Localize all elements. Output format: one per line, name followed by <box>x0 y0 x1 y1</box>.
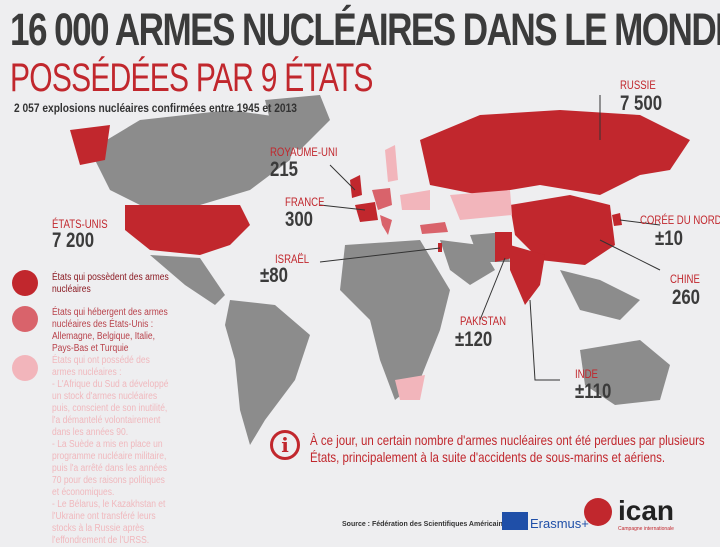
india <box>510 245 545 305</box>
source-note: Source : Fédération des Scientifiques Am… <box>342 521 525 528</box>
canada <box>90 110 300 205</box>
north-korea <box>612 213 622 226</box>
page-subtitle: POSSÉDÉES PAR 9 ÉTATS <box>10 56 373 100</box>
label-north-korea: CORÉE DU NORD <box>640 213 720 227</box>
mexico-central-america <box>150 255 225 305</box>
explosions-note: 2 057 explosions nucléaires confirmées e… <box>14 101 297 115</box>
australia <box>580 340 670 405</box>
ican-youth-logo: ican Campagne internationale <box>584 495 674 532</box>
label-usa: ÉTATS-UNIS <box>52 217 108 231</box>
legend-host: États qui hébergent des armes nucléaires… <box>52 307 168 354</box>
count-russia: 7 500 <box>620 92 663 115</box>
page-title: 16 000 ARMES NUCLÉAIRES DANS LE MONDE <box>10 4 720 55</box>
count-pakistan: ±120 <box>455 328 493 351</box>
greenland <box>265 95 330 150</box>
israel <box>438 243 442 252</box>
legend-dot-host <box>12 306 38 332</box>
africa <box>340 240 450 400</box>
svg-text:Campagne internationale: Campagne internationale <box>618 526 674 532</box>
label-pakistan: PAKISTAN <box>460 314 507 328</box>
eu-flag-icon <box>502 512 528 530</box>
label-russia: RUSSIE <box>620 78 656 92</box>
svg-text:ican: ican <box>618 495 674 526</box>
label-israel: ISRAËL <box>275 252 310 266</box>
label-india: INDE <box>575 367 598 381</box>
count-uk: 215 <box>270 158 299 181</box>
russia <box>420 110 690 195</box>
label-france: FRANCE <box>285 195 325 209</box>
former-states <box>385 145 512 400</box>
erasmus-logo: Erasmus+ <box>530 516 589 531</box>
host-states <box>372 188 448 235</box>
count-china: 260 <box>672 286 701 309</box>
uk <box>350 175 362 198</box>
count-india: ±110 <box>575 380 612 403</box>
legend-former: États qui ont possédé des armes nucléair… <box>52 355 169 546</box>
count-france: 300 <box>285 208 314 231</box>
count-israel: ±80 <box>260 264 288 287</box>
legend-possess: États qui possèdent des armes nucléaires <box>52 272 169 295</box>
label-uk: ROYAUME-UNI <box>270 145 338 159</box>
info-icon: i <box>270 430 300 460</box>
info-note: À ce jour, un certain nombre d'armes nuc… <box>310 432 705 465</box>
south-america <box>225 300 310 445</box>
usa <box>125 205 250 255</box>
label-china: CHINE <box>670 272 700 286</box>
france <box>355 202 378 222</box>
southeast-asia <box>560 270 640 320</box>
pakistan <box>495 232 512 262</box>
legend-dot-possess <box>12 270 38 296</box>
count-north-korea: ±10 <box>655 227 683 250</box>
china <box>510 195 615 265</box>
alaska <box>70 125 110 165</box>
count-usa: 7 200 <box>52 229 95 252</box>
legend-dot-former <box>12 355 38 381</box>
